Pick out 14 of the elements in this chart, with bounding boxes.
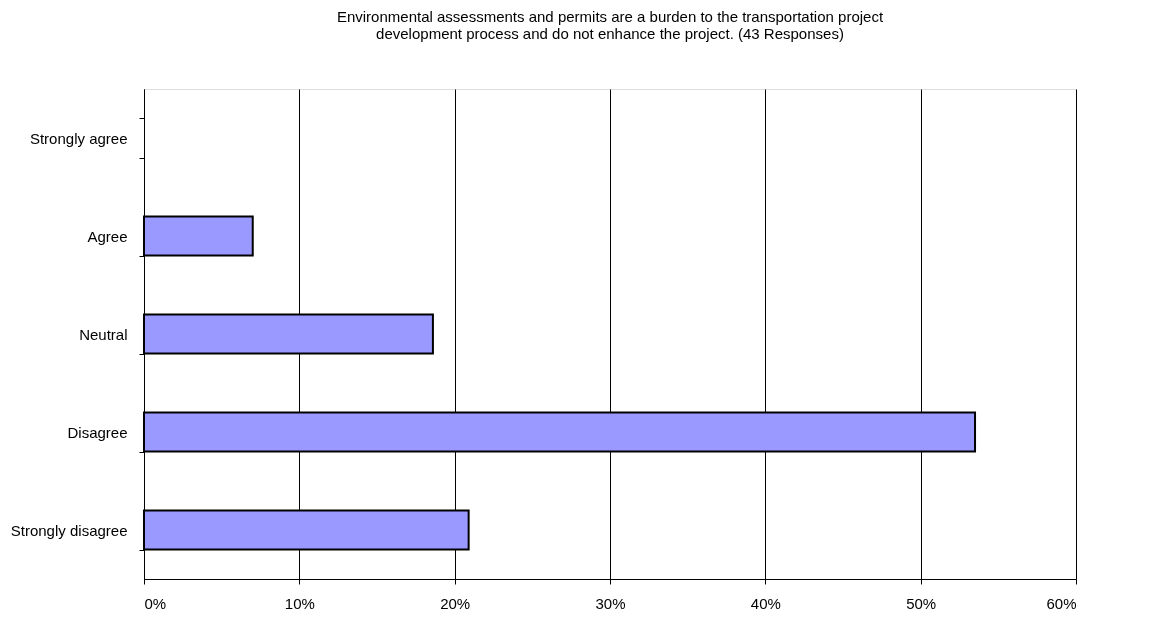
y-tick-label: Agree (87, 227, 128, 245)
x-tick-label: 30% (595, 594, 626, 612)
x-tick-label: 0% (144, 594, 167, 612)
y-tick-label: Neutral (79, 325, 128, 343)
x-tick-label: 40% (750, 594, 781, 612)
text: Environmental assessments and permits are a burden to the transportation project (336, 8, 884, 25)
y-tick-label: Disagree (67, 423, 128, 441)
y-tick-label: Strongly agree (29, 129, 128, 147)
x-tick-label: 20% (440, 594, 471, 612)
text: development process and do not enhance the project. (43 Responses) (376, 25, 844, 42)
y-tick-label: Strongly disagree (10, 521, 128, 539)
x-tick-label: 50% (906, 594, 937, 612)
x-tick-label: 60% (1046, 594, 1077, 612)
x-tick-label: 10% (284, 594, 315, 612)
